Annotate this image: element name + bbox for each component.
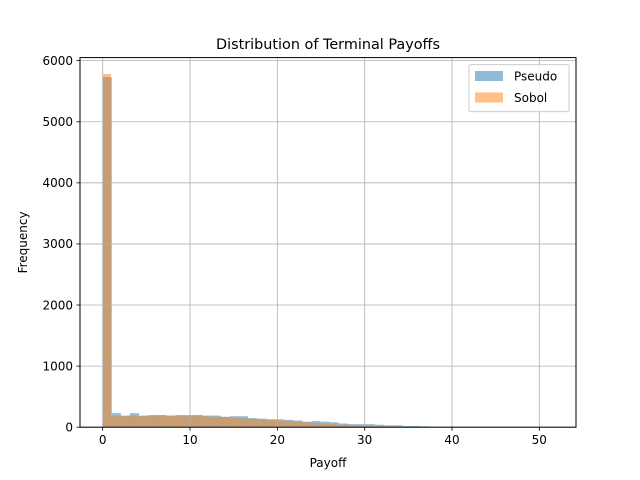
bar-sobol xyxy=(268,419,277,428)
bar-pseudo xyxy=(366,424,376,428)
bar-sobol xyxy=(343,424,352,428)
bar-sobol xyxy=(160,415,170,428)
plot-frame xyxy=(79,57,577,428)
bar-sobol xyxy=(326,424,335,428)
legend: Pseudo Sobol xyxy=(468,64,570,113)
x-tick-label: 0 xyxy=(99,433,107,447)
bar-sobol xyxy=(301,422,311,428)
bar-sobol xyxy=(202,416,211,428)
legend-label-pseudo: Pseudo xyxy=(514,70,557,84)
x-tick-label: 20 xyxy=(270,433,285,447)
bar-sobol xyxy=(359,425,369,428)
grid-layer xyxy=(80,57,576,428)
bar-sobol xyxy=(135,416,145,428)
bar-sobol xyxy=(334,424,344,428)
y-tick-label: 2000 xyxy=(42,298,73,312)
y-tick-label: 3000 xyxy=(42,237,73,251)
bar-sobol xyxy=(310,422,319,428)
chart-title: Distribution of Terminal Payoffs xyxy=(216,37,440,53)
bar-sobol xyxy=(102,74,111,428)
x-axis-label: Payoff xyxy=(310,456,347,470)
bar-sobol xyxy=(210,416,219,428)
x-tick-label: 30 xyxy=(357,433,372,447)
y-tick-label: 5000 xyxy=(42,115,73,129)
bar-sobol xyxy=(177,416,186,428)
bar-sobol xyxy=(276,420,286,428)
legend-label-sobol: Sobol xyxy=(514,91,547,105)
bar-sobol xyxy=(368,425,377,428)
x-tick-label: 50 xyxy=(532,433,547,447)
bar-sobol xyxy=(260,419,269,428)
plot-area xyxy=(80,57,576,428)
bar-sobol xyxy=(152,415,161,428)
bar-sobol xyxy=(218,416,228,428)
bar-sobol xyxy=(119,416,128,428)
bar-pseudo xyxy=(402,425,412,428)
bar-sobol xyxy=(227,417,236,428)
bar-sobol xyxy=(243,418,253,428)
y-tick-label: 0 xyxy=(65,421,73,435)
y-axis-label: Frequency xyxy=(16,211,30,273)
bar-sobol xyxy=(293,421,302,428)
bar-sobol xyxy=(127,415,136,428)
bar-sobol xyxy=(318,423,327,428)
bar-sobol xyxy=(351,425,360,428)
bar-sobol xyxy=(169,415,178,428)
bar-pseudo xyxy=(375,424,385,428)
bar-sobol xyxy=(285,421,294,428)
bar-sobol xyxy=(193,415,203,428)
bars-layer xyxy=(102,74,557,428)
legend-swatch-sobol xyxy=(475,92,503,103)
legend-swatch-pseudo xyxy=(475,71,503,81)
bar-sobol xyxy=(144,416,153,428)
bar-sobol xyxy=(111,416,120,428)
bar-sobol xyxy=(235,418,244,428)
y-tick-label: 1000 xyxy=(42,359,73,373)
ticks-layer: 0 10 20 30 40 50 0 1000 2000 3000 4000 5000 6000 xyxy=(42,54,547,447)
bar-pseudo xyxy=(384,425,394,428)
x-tick-label: 10 xyxy=(182,433,197,447)
bar-pseudo xyxy=(393,425,403,428)
y-tick-label: 6000 xyxy=(42,54,73,68)
bar-sobol xyxy=(252,419,261,428)
bar-pseudo xyxy=(411,425,421,428)
y-tick-label: 4000 xyxy=(42,176,73,190)
x-tick-label: 40 xyxy=(444,433,459,447)
